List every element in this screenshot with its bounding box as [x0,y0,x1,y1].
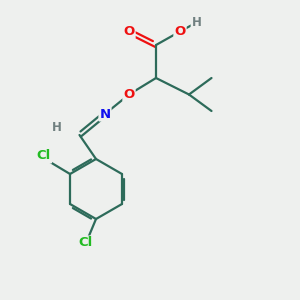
Text: O: O [123,25,135,38]
Text: H: H [52,121,62,134]
Text: N: N [99,107,111,121]
Text: Cl: Cl [37,149,51,163]
Text: Cl: Cl [78,236,93,250]
Text: H: H [192,16,201,29]
Text: O: O [174,25,186,38]
Text: O: O [123,88,135,101]
